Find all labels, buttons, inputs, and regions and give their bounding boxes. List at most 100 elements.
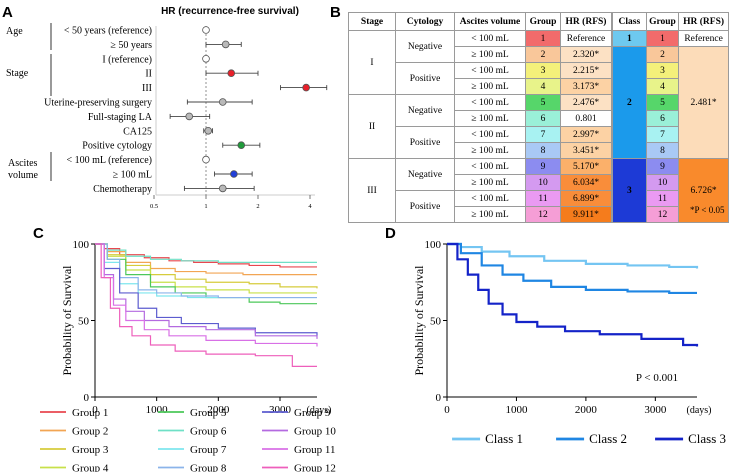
x-tick-label: 3000 [269, 404, 292, 416]
group-cell: 8 [525, 142, 561, 159]
legend-label: Group 7 [190, 444, 227, 456]
volume-cell: ≥ 100 mL [454, 78, 526, 95]
y-tick-label: 50 [78, 316, 90, 328]
volume-cell: ≥ 100 mL [454, 174, 526, 191]
class-table: Class Group HR (RFS) 1 1 Reference 2 2 2.481*… [612, 12, 729, 223]
hr-cell: 3.173* [560, 78, 612, 95]
legend-label: Group 8 [190, 463, 227, 472]
x-tick-label: 0 [444, 404, 450, 416]
forest-row-label: ≥ 100 mL [113, 170, 152, 181]
class-group-cell: 5 [645, 94, 680, 111]
cytology-cell: Negative [395, 94, 455, 127]
forest-group-ascites: Ascites [8, 158, 38, 169]
legend-label: Class 3 [688, 431, 726, 446]
legend-label: Group 9 [294, 407, 331, 419]
x-tick-label: 1000 [505, 404, 528, 416]
y-tick-label: 50 [430, 316, 442, 328]
x-tick-label: 2000 [207, 404, 230, 416]
header-class-hr: HR (RFS) [678, 12, 729, 31]
km-line-group-2 [95, 243, 317, 276]
forest-rows: < 50 years (reference) ≥ 50 years I (refer… [44, 26, 328, 195]
legend-label: Group 1 [72, 407, 108, 419]
volume-cell: ≥ 100 mL [454, 206, 526, 223]
legend-label: Group 2 [72, 426, 108, 438]
forest-row-label: Uterine-preserving surgery [44, 98, 152, 109]
header-hr: HR (RFS) [560, 12, 612, 31]
forest-row-label: ≥ 50 years [110, 40, 152, 51]
volume-cell: ≥ 100 mL [454, 142, 526, 159]
km-line-class-1 [447, 242, 699, 269]
forest-row-label: Full-staging LA [88, 112, 153, 123]
forest-row-label: Positive cytology [82, 141, 152, 152]
panel-label-c: C [33, 225, 44, 242]
legend-label: Class 2 [589, 431, 627, 446]
group-cell: 2 [525, 46, 561, 63]
km-line-group-8 [95, 243, 317, 299]
y-tick-label: 100 [73, 239, 90, 251]
hr-cell: Reference [560, 30, 612, 47]
forest-point [202, 54, 210, 63]
group-cell: 9 [525, 158, 561, 175]
class-group-cell: 7 [645, 126, 680, 143]
km-line-group-6 [95, 243, 317, 263]
group-cell: 12 [525, 206, 561, 223]
group-cell: 7 [525, 126, 561, 143]
forest-point [204, 127, 213, 135]
group-cell: 4 [525, 78, 561, 95]
km-line-group-5 [95, 243, 317, 305]
km-line-class-2 [447, 242, 697, 295]
y-axis-label: Probability of Survival [60, 265, 74, 376]
km-line-group-7 [95, 243, 317, 299]
class-group-cell: 4 [645, 78, 680, 95]
hr-cell: 2.215* [560, 62, 612, 79]
class-group-cell: 8 [645, 142, 680, 159]
forest-point [302, 83, 310, 92]
km-line-group-10 [95, 243, 318, 339]
class-group-cell: 12 [645, 206, 680, 223]
class-cell: 1 [612, 30, 647, 47]
forest-point [230, 170, 238, 178]
group-cell: 3 [525, 62, 561, 79]
header-class: Class [612, 12, 647, 31]
hr-cell: 2.997* [560, 126, 612, 143]
legend-label: Group 10 [294, 426, 336, 438]
class-cell: 3 [612, 158, 647, 223]
legend-label: Group 6 [190, 426, 227, 438]
hr-cell: 6.034* [560, 174, 612, 191]
hr-cell: 6.899* [560, 190, 612, 207]
km-line-group-3 [95, 243, 318, 289]
forest-point [221, 40, 230, 49]
forest-tick-label: 0.5 [150, 203, 158, 210]
y-tick-label: 100 [425, 239, 442, 251]
legend-label: Group 5 [190, 407, 227, 419]
forest-row-label: III [142, 83, 152, 94]
hr-cell: 2.476* [560, 94, 612, 111]
volume-cell: < 100 mL [454, 94, 526, 111]
class-group-cell: 6 [645, 110, 680, 127]
volume-cell: ≥ 100 mL [454, 110, 526, 127]
volume-cell: < 100 mL [454, 62, 526, 79]
class-group-cell: 9 [645, 158, 680, 175]
hr-cell: 0.801 [560, 110, 612, 127]
forest-point [202, 26, 210, 34]
class-group-cell: 11 [645, 190, 680, 207]
class-hr-cell: Reference [678, 30, 729, 47]
x-tick-label: 1000 [146, 404, 169, 416]
cytology-cell: Positive [395, 62, 455, 95]
forest-tick-label: 4 [308, 203, 312, 210]
forest-point [218, 98, 227, 106]
class-group-cell: 10 [645, 174, 680, 191]
header-ascites-volume: Ascites volume [454, 12, 526, 31]
class-group-cell: 2 [645, 46, 680, 63]
volume-cell: < 100 mL [454, 158, 526, 175]
forest-row-label: Chemotherapy [93, 184, 152, 195]
cytology-cell: Negative [395, 158, 455, 191]
forest-axis: 0.5 1 2 4 [150, 195, 312, 210]
forest-tick-label: 1 [204, 203, 207, 210]
forest-row-label: I (reference) [102, 54, 152, 65]
forest-point [237, 141, 246, 150]
x-tick-label: 2000 [575, 404, 598, 416]
forest-point [185, 112, 194, 121]
